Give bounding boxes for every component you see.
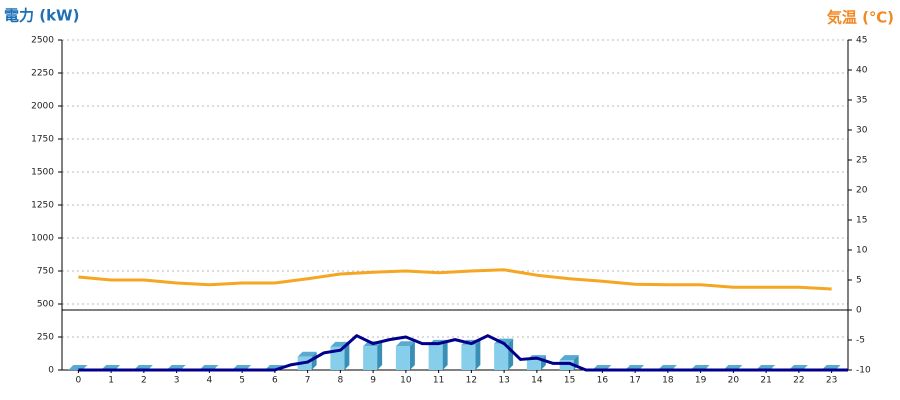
bar-side bbox=[475, 339, 481, 370]
y2-tick-label: 15 bbox=[856, 216, 867, 226]
x-tick-label: 23 bbox=[826, 376, 837, 386]
x-tick-label: 10 bbox=[400, 376, 412, 386]
bar-side bbox=[377, 341, 383, 370]
bar-top bbox=[559, 355, 579, 361]
line bbox=[78, 268, 832, 291]
x-tick-label: 1 bbox=[108, 376, 114, 386]
y2-tick-label: 35 bbox=[856, 96, 867, 106]
x-tick-label: 5 bbox=[239, 376, 245, 386]
x-tick-label: 16 bbox=[597, 376, 609, 386]
y2-tick-label: 25 bbox=[856, 156, 867, 166]
y2-tick-label: 20 bbox=[856, 186, 868, 196]
x-tick-label: 19 bbox=[695, 376, 707, 386]
x-tick-label: 6 bbox=[272, 376, 278, 386]
y-tick-label: 2250 bbox=[31, 69, 54, 79]
bar-top bbox=[297, 351, 317, 357]
x-tick-label: 7 bbox=[305, 376, 311, 386]
bar bbox=[526, 360, 541, 370]
y2-axis-title: 気温 (℃) bbox=[827, 9, 894, 27]
bar bbox=[395, 346, 410, 370]
x-tick-label: 20 bbox=[728, 376, 740, 386]
x-tick-label: 3 bbox=[174, 376, 180, 386]
bar-side bbox=[508, 338, 514, 370]
y2-tick-label: 30 bbox=[856, 126, 868, 136]
bar bbox=[559, 360, 574, 370]
y2-tick-label: -10 bbox=[856, 366, 871, 376]
bar bbox=[363, 346, 378, 370]
x-tick-label: 0 bbox=[76, 376, 82, 386]
y2-tick-label: -5 bbox=[856, 336, 865, 346]
bar bbox=[428, 344, 443, 370]
x-tick-label: 22 bbox=[793, 376, 804, 386]
y-tick-label: 1750 bbox=[31, 135, 54, 145]
x-tick-label: 15 bbox=[564, 376, 575, 386]
x-tick-label: 2 bbox=[141, 376, 147, 386]
bar-side bbox=[540, 355, 546, 370]
bar-side bbox=[344, 341, 350, 370]
x-tick-label: 21 bbox=[760, 376, 771, 386]
y2-tick-label: 10 bbox=[856, 246, 868, 256]
x-tick-label: 17 bbox=[629, 376, 640, 386]
bar bbox=[494, 343, 509, 370]
y-tick-label: 0 bbox=[48, 366, 54, 376]
y-tick-label: 1500 bbox=[31, 168, 54, 178]
y-tick-label: 2500 bbox=[31, 36, 54, 46]
bar bbox=[461, 344, 476, 370]
bar-top bbox=[395, 341, 415, 347]
x-tick-label: 13 bbox=[498, 376, 509, 386]
x-tick-label: 4 bbox=[207, 376, 213, 386]
y-tick-label: 500 bbox=[37, 300, 54, 310]
y-tick-label: 1000 bbox=[31, 234, 54, 244]
bar-side bbox=[409, 341, 415, 370]
line bbox=[78, 334, 848, 372]
y-tick-label: 750 bbox=[37, 267, 54, 277]
x-tick-label: 8 bbox=[338, 376, 344, 386]
y2-tick-label: 0 bbox=[856, 306, 862, 316]
y2-tick-label: 40 bbox=[856, 66, 868, 76]
x-tick-label: 14 bbox=[531, 376, 543, 386]
x-tick-label: 12 bbox=[466, 376, 477, 386]
x-tick-label: 9 bbox=[370, 376, 376, 386]
y2-tick-label: 45 bbox=[856, 36, 867, 46]
x-tick-label: 18 bbox=[662, 376, 674, 386]
y-tick-label: 1250 bbox=[31, 201, 54, 211]
y-tick-label: 2000 bbox=[31, 102, 54, 112]
x-tick-label: 11 bbox=[433, 376, 444, 386]
y2-tick-label: 5 bbox=[856, 276, 862, 286]
y-tick-label: 250 bbox=[37, 333, 54, 343]
bar-side bbox=[442, 339, 448, 370]
y-axis-title: 電力 (kW) bbox=[4, 7, 79, 25]
